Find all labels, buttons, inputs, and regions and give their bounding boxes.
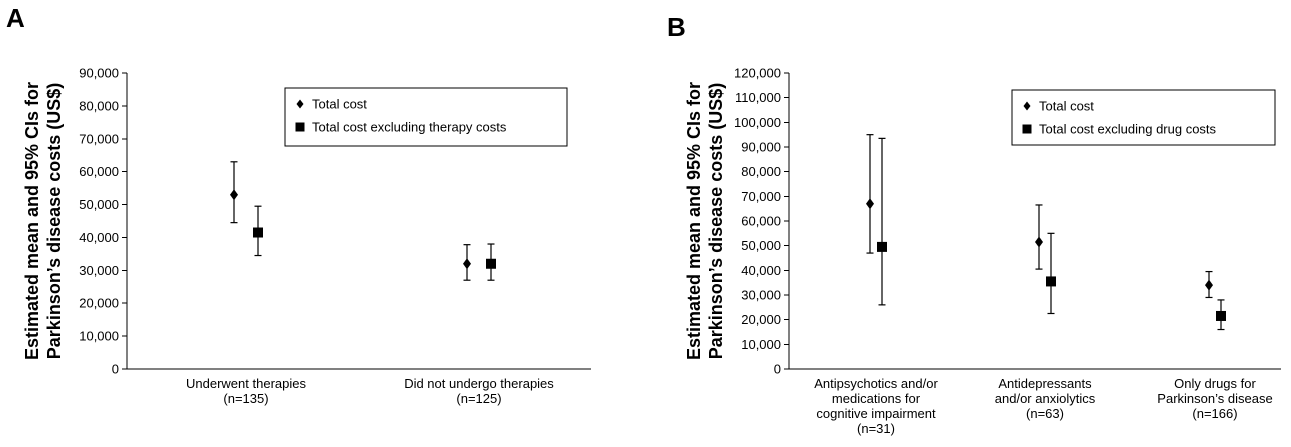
panel-letter: B xyxy=(667,12,686,42)
y-tick-label: 70,000 xyxy=(79,131,119,146)
mean-point-diamond xyxy=(463,258,471,270)
y-tick-label: 120,000 xyxy=(734,66,781,81)
x-category-label: medications for xyxy=(832,391,921,406)
mean-point-square xyxy=(486,258,496,269)
mean-point-diamond xyxy=(230,189,238,201)
x-category-label: Parkinson’s disease xyxy=(1157,391,1272,406)
x-category-label: Antipsychotics and/or xyxy=(814,376,938,391)
y-tick-label: 30,000 xyxy=(741,288,781,303)
y-tick-label: 10,000 xyxy=(741,337,781,352)
y-tick-label: 110,000 xyxy=(735,90,781,105)
y-axis-title: Parkinson’s disease costs (US$) xyxy=(44,83,64,359)
y-tick-label: 80,000 xyxy=(79,98,119,113)
legend-label: Total cost excluding drug costs xyxy=(1039,122,1217,137)
y-tick-label: 30,000 xyxy=(79,263,119,278)
x-category-label: Underwent therapies xyxy=(186,376,306,391)
y-tick-label: 10,000 xyxy=(79,329,119,344)
mean-point-diamond xyxy=(1205,279,1213,291)
mean-point-square xyxy=(877,241,887,252)
legend-marker-diamond xyxy=(296,99,304,109)
y-tick-label: 0 xyxy=(112,362,119,377)
mean-point-square xyxy=(1046,276,1056,287)
x-category-label: Antidepressants xyxy=(998,376,1092,391)
y-tick-label: 70,000 xyxy=(741,189,781,204)
x-category-label: and/or anxiolytics xyxy=(995,391,1096,406)
x-category-label: (n=63) xyxy=(1026,406,1064,421)
mean-point-diamond xyxy=(866,198,874,210)
x-category-label: (n=166) xyxy=(1192,406,1237,421)
y-tick-label: 40,000 xyxy=(741,263,781,278)
x-category-label: (n=125) xyxy=(456,391,501,406)
x-category-label: cognitive impairment xyxy=(816,406,936,421)
mean-point-square xyxy=(1216,310,1226,321)
x-category-label: (n=31) xyxy=(857,421,895,436)
legend: Total cost Total cost excluding drug cost… xyxy=(1011,89,1276,146)
mean-point-diamond xyxy=(1035,236,1043,248)
legend-label: Total cost excluding therapy costs xyxy=(312,120,507,135)
x-category-label: Only drugs for xyxy=(1174,376,1256,391)
y-tick-label: 20,000 xyxy=(741,312,781,327)
y-tick-label: 50,000 xyxy=(79,197,119,212)
legend-box xyxy=(1011,89,1276,146)
y-axis-title: Estimated mean and 95% CIs for xyxy=(22,82,42,360)
y-axis-title: Parkinson’s disease costs (US$) xyxy=(706,83,726,359)
y-tick-label: 40,000 xyxy=(79,230,119,245)
legend-box xyxy=(284,87,568,147)
y-tick-label: 50,000 xyxy=(741,238,781,253)
panel-letter: A xyxy=(6,3,25,33)
legend-label: Total cost xyxy=(312,97,367,112)
y-tick-label: 100,000 xyxy=(734,115,781,130)
y-tick-label: 60,000 xyxy=(79,164,119,179)
legend: Total cost Total cost excluding therapy c… xyxy=(284,87,568,147)
chart-panel-a: A Estimated mean and 95% CIs for Parkinson… xyxy=(6,3,591,406)
y-tick-label: 60,000 xyxy=(741,214,781,229)
x-category-label: Did not undergo therapies xyxy=(404,376,554,391)
y-tick-label: 90,000 xyxy=(79,66,119,81)
y-tick-label: 20,000 xyxy=(79,296,119,311)
y-tick-label: 80,000 xyxy=(741,164,781,179)
x-category-label: (n=135) xyxy=(223,391,268,406)
mean-point-square xyxy=(253,227,263,238)
legend-marker-square xyxy=(295,122,305,132)
legend-marker-square xyxy=(1022,124,1032,134)
legend-label: Total cost xyxy=(1039,99,1094,114)
y-tick-label: 0 xyxy=(774,362,781,377)
y-tick-label: 90,000 xyxy=(741,140,781,155)
y-axis-title: Estimated mean and 95% CIs for xyxy=(684,82,704,360)
legend-marker-diamond xyxy=(1023,101,1031,111)
